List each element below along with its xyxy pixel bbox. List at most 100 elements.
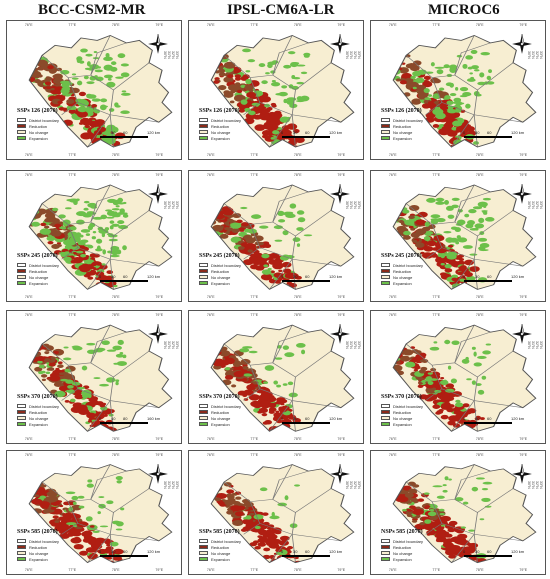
tick-label: 33°N xyxy=(539,341,543,349)
district-boundary xyxy=(77,523,114,563)
district-boundary xyxy=(454,470,491,500)
habitat-patch xyxy=(402,349,414,356)
tick-label: 31°N xyxy=(349,341,353,349)
legend: District boundary Reduction No change Expan… xyxy=(17,538,59,562)
habitat-patch xyxy=(231,228,240,233)
habitat-patch xyxy=(219,350,231,357)
column-title-1: IPSL-CM6A-LR xyxy=(227,2,335,18)
expansion-patch xyxy=(72,107,77,110)
tick-label: 79°E xyxy=(519,313,528,317)
scale-segment xyxy=(100,422,112,424)
tick-label: 77°E xyxy=(250,153,259,157)
expansion-patch xyxy=(473,69,480,72)
expansion-patch xyxy=(111,223,120,227)
district-boundary xyxy=(405,464,475,502)
scale-bar: 0 30 60 120 km xyxy=(463,549,533,559)
habitat-patch xyxy=(20,351,29,356)
expansion-patch xyxy=(446,247,451,250)
expansion-patch xyxy=(245,78,252,85)
habitat-patch xyxy=(435,539,442,543)
scale-segment xyxy=(306,555,330,557)
habitat-patch xyxy=(413,60,422,66)
district-boundary xyxy=(41,464,111,502)
habitat-patch xyxy=(253,403,262,409)
habitat-patch xyxy=(46,86,51,90)
habitat-patch xyxy=(393,496,394,499)
habitat-patch xyxy=(453,410,461,415)
scale-bar: 0 40 80 160 km xyxy=(99,416,169,426)
expansion-patch xyxy=(83,200,90,204)
habitat-patch xyxy=(384,213,393,218)
expansion-patch xyxy=(292,237,301,242)
expansion-patch xyxy=(94,69,103,73)
habitat-patch xyxy=(253,114,262,120)
expansion-patch xyxy=(294,484,301,487)
expansion-patch xyxy=(482,350,491,355)
tick-label: 30°N xyxy=(527,341,531,349)
legend: District boundary Reduction No change Expan… xyxy=(381,117,423,141)
north-arrow-icon xyxy=(512,464,532,484)
habitat-patch xyxy=(78,122,84,125)
habitat-patch xyxy=(430,77,440,84)
legend-swatch xyxy=(199,539,208,543)
scale-label: 30 xyxy=(111,130,116,135)
scale-label: 30 xyxy=(475,130,480,135)
scale-label: 30 xyxy=(475,274,480,279)
scale-segment xyxy=(464,280,476,282)
tick-label: 33°N xyxy=(357,51,361,59)
habitat-patch xyxy=(448,554,457,559)
expansion-patch xyxy=(427,380,434,385)
habitat-patch xyxy=(273,272,283,278)
scale-label: 160 km xyxy=(147,416,161,421)
habitat-patch xyxy=(262,512,269,516)
habitat-patch xyxy=(430,253,438,258)
tick-label: 76°E xyxy=(388,437,397,441)
expansion-patch xyxy=(456,54,463,58)
habitat-patch xyxy=(99,141,105,145)
scale-segment xyxy=(294,555,306,557)
habitat-patch xyxy=(261,253,270,259)
tick-label: 33°N xyxy=(357,201,361,209)
habitat-patch xyxy=(451,126,458,131)
expansion-patch xyxy=(278,219,286,223)
habitat-patch xyxy=(448,260,459,267)
tick-label: 79°E xyxy=(155,173,164,177)
habitat-patch xyxy=(393,208,397,212)
scale-label: 30 xyxy=(475,416,480,421)
legend-label: Reduction xyxy=(393,268,412,274)
habitat-patch xyxy=(393,488,399,492)
state-boundary xyxy=(28,464,173,564)
legend-swatch xyxy=(199,545,208,549)
tick-label: 77°E xyxy=(68,153,77,157)
tick-label: 77°E xyxy=(68,173,77,177)
legend-swatch xyxy=(381,539,390,543)
habitat-patch xyxy=(440,258,446,262)
map-panel-r3-c2: 76°E 77°E 78°E 79°E 76°E 77°E 78°E 79°E 33°N 32°N… xyxy=(370,450,546,575)
legend-label: Expansion xyxy=(29,135,48,141)
tick-label: 76°E xyxy=(206,453,215,457)
habitat-patch xyxy=(79,550,89,556)
tick-label: 78°E xyxy=(111,295,120,299)
tick-label: 32°N xyxy=(171,51,175,59)
top-tick-labels: 76°E 77°E 78°E 79°E xyxy=(7,23,181,27)
habitat-patch xyxy=(445,550,454,556)
tick-label: 79°E xyxy=(519,23,528,27)
expansion-patch xyxy=(76,386,86,390)
legend-item: Reduction xyxy=(199,409,241,415)
habitat-patch xyxy=(393,342,394,349)
district-boundary xyxy=(90,191,127,223)
habitat-patch xyxy=(417,384,424,389)
tick-label: 31°N xyxy=(531,201,535,209)
north-arrow-icon xyxy=(148,184,168,204)
map xyxy=(28,34,173,148)
legend-item: No change xyxy=(381,129,423,135)
habitat-patch xyxy=(443,519,448,522)
expansion-patch xyxy=(478,217,485,224)
legend-swatch xyxy=(17,551,26,555)
district-boundary xyxy=(223,324,293,366)
expansion-patch xyxy=(248,350,258,354)
legend-item: District boundary xyxy=(17,538,59,544)
legend-item: District boundary xyxy=(199,117,241,123)
expansion-patch xyxy=(282,345,290,350)
expansion-patch xyxy=(245,70,251,73)
